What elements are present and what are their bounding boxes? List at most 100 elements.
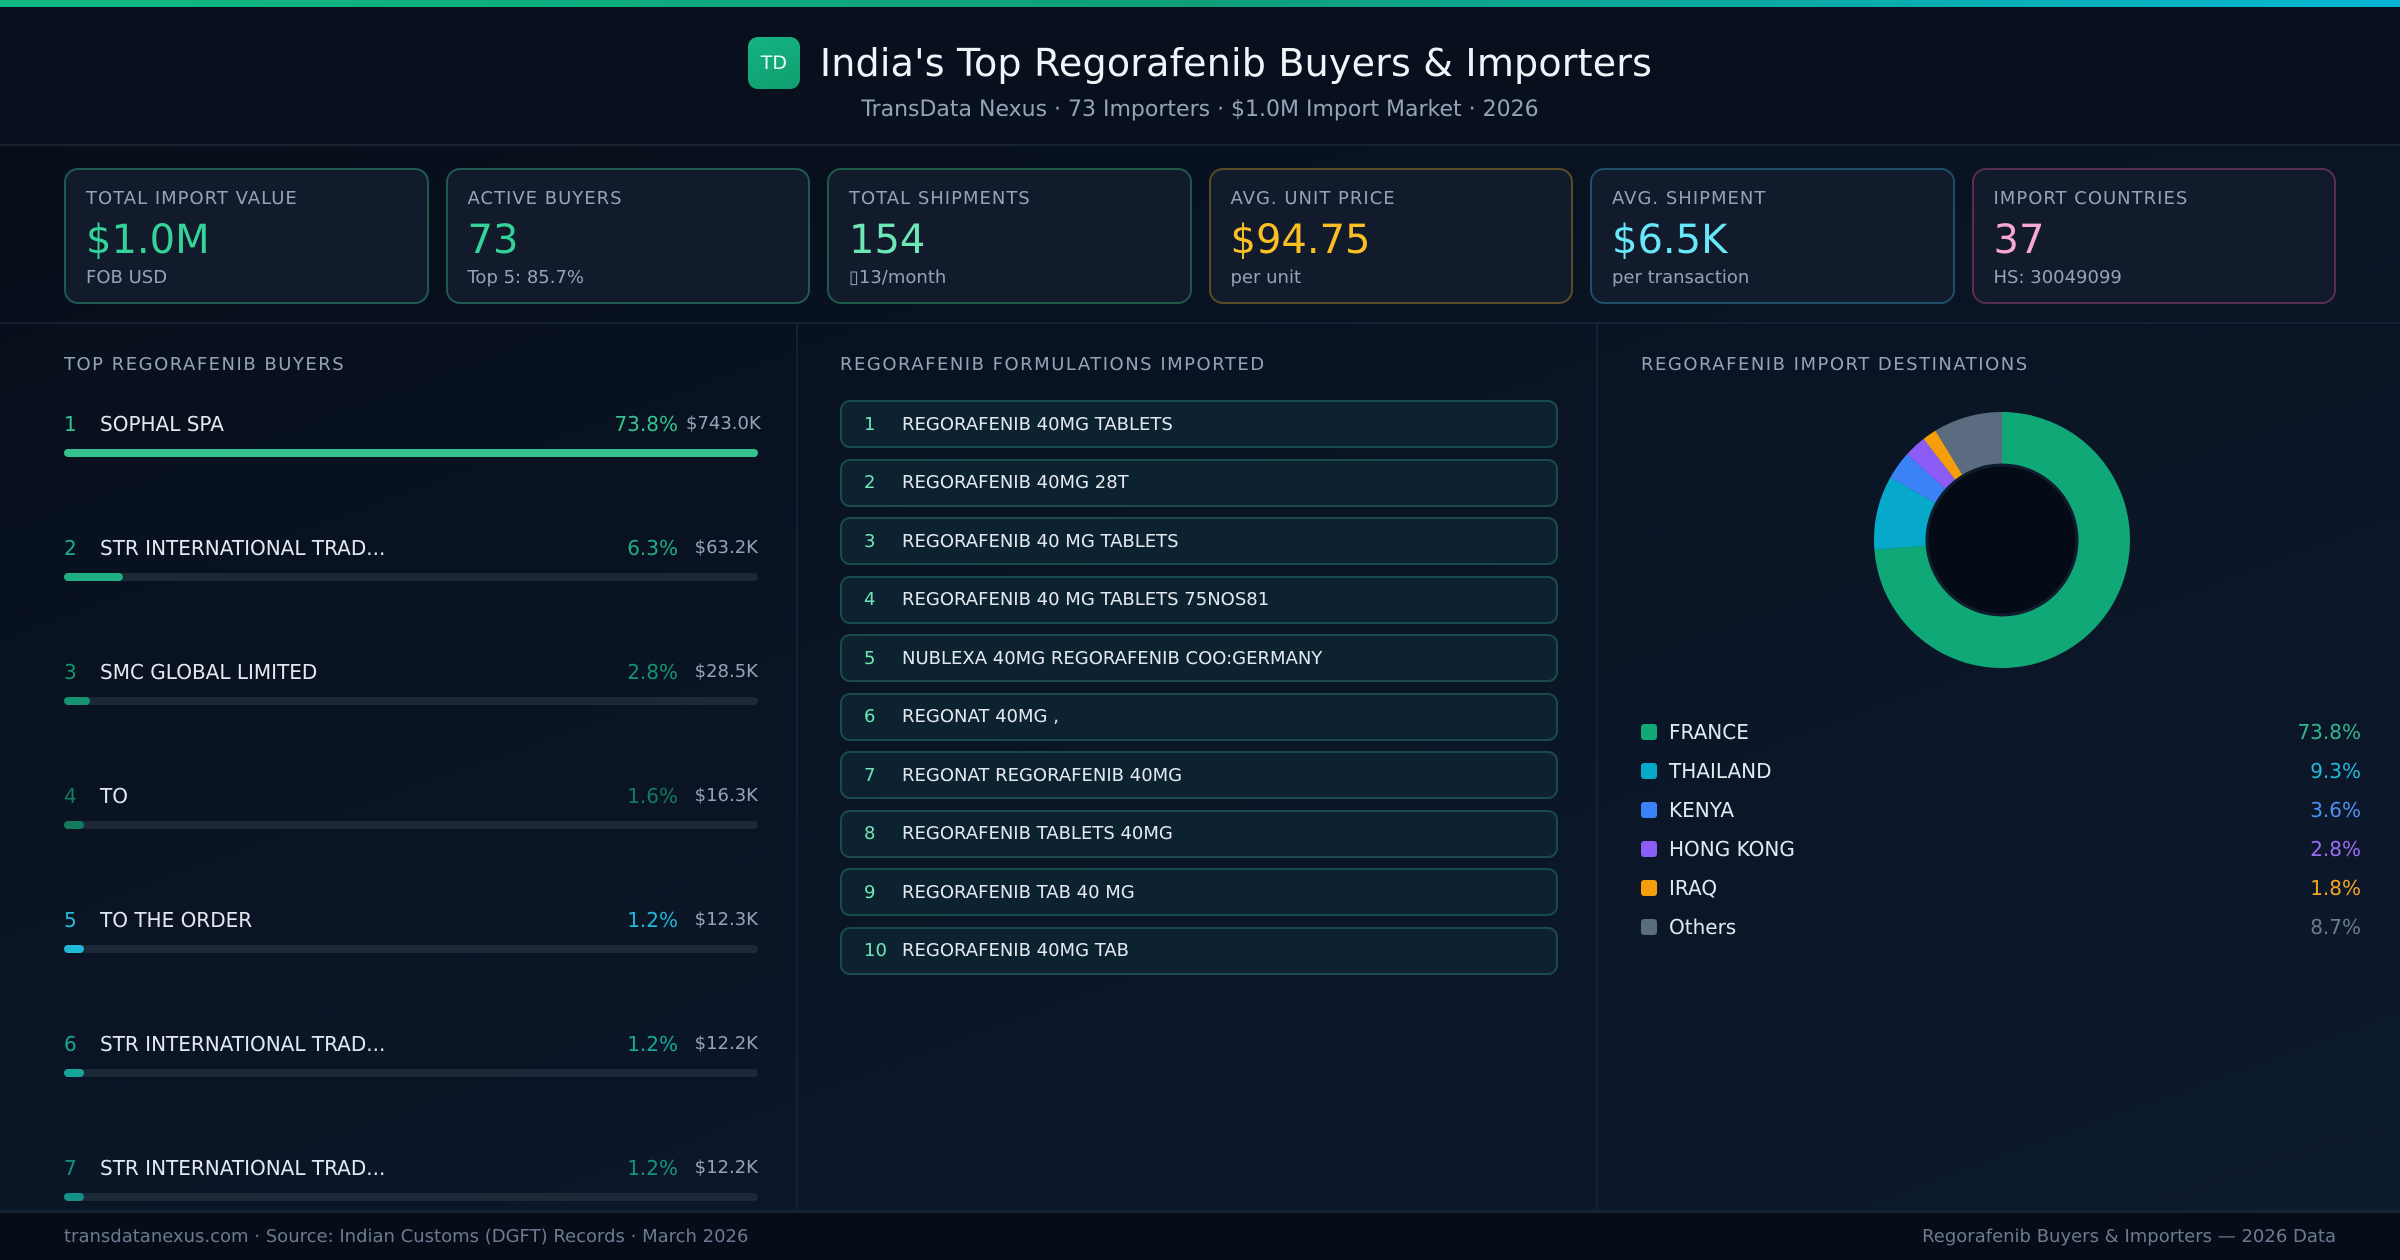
- legend-country: THAILAND: [1669, 758, 1772, 783]
- destinations-donut-chart: [1872, 410, 2132, 670]
- buyer-name: STR INTERNATIONAL TRAD...: [100, 1032, 386, 1056]
- legend-item[interactable]: KENYA 3.6%: [1641, 790, 2361, 829]
- formulation-item[interactable]: 5 NUBLEXA 40MG REGORAFENIB COO:GERMANY: [840, 634, 1558, 682]
- formulation-name: REGORAFENIB 40MG 28T: [902, 472, 1129, 493]
- buyer-name: SOPHAL SPA: [100, 412, 224, 436]
- buyer-share-bar: [64, 1069, 758, 1077]
- legend-item[interactable]: Others 8.7%: [1641, 907, 2361, 946]
- legend-swatch-icon: [1641, 723, 1657, 740]
- buyer-name: TO THE ORDER: [100, 908, 253, 932]
- buyer-share-bar-fill: [64, 1069, 85, 1077]
- formulation-name: REGONAT REGORAFENIB 40MG: [902, 764, 1183, 786]
- legend-share: 1.8%: [2310, 875, 2361, 900]
- buyer-row[interactable]: 1 SOPHAL SPA 73.8% $743.0K: [64, 412, 761, 472]
- legend-swatch-icon: [1641, 762, 1657, 779]
- destinations-legend: FRANCE 73.8% THAILAND 9.3% KENYA 3.6% HONG KON…: [1641, 712, 2361, 946]
- formulation-item[interactable]: 6 REGONAT 40MG ,: [840, 692, 1558, 741]
- buyer-rank: 3: [64, 660, 77, 684]
- donut-slice-kenya[interactable]: [1890, 454, 1947, 504]
- kpi-active-buyers: ACTIVE BUYERS 73 Top 5: 85.7%: [445, 168, 810, 304]
- buyer-name: TO: [100, 784, 128, 808]
- destinations-title: REGORAFENIB IMPORT DESTINATIONS: [1641, 354, 2029, 375]
- buyer-rank: 5: [64, 908, 77, 932]
- legend-item[interactable]: FRANCE 73.8%: [1641, 712, 2361, 751]
- buyer-rank: 4: [64, 784, 77, 808]
- buyer-value: $63.2K: [694, 537, 758, 558]
- buyer-share-bar: [64, 821, 758, 829]
- kpi-sub: Top 5: 85.7%: [467, 267, 585, 288]
- buyer-name: STR INTERNATIONAL TRAD...: [100, 1156, 386, 1180]
- formulation-name: REGORAFENIB 40MG TAB: [902, 940, 1130, 961]
- kpi-value: $6.5K: [1612, 217, 1728, 263]
- formulation-item[interactable]: 3 REGORAFENIB 40 MG TABLETS: [840, 517, 1558, 565]
- kpi-label: AVG. UNIT PRICE: [1230, 188, 1396, 209]
- buyer-row[interactable]: 4 TO 1.6% $16.3K: [64, 784, 758, 844]
- formulation-item[interactable]: 10 REGORAFENIB 40MG TAB: [840, 926, 1558, 975]
- legend-item[interactable]: HONG KONG 2.8%: [1641, 829, 2361, 868]
- legend-country: IRAQ: [1669, 875, 1718, 900]
- kpi-value: 37: [1993, 217, 2045, 263]
- buyer-rank: 6: [64, 1032, 77, 1056]
- formulation-item[interactable]: 1 REGORAFENIB 40MG TABLETS: [840, 400, 1558, 448]
- buyer-share: 1.6%: [627, 784, 678, 808]
- buyer-row[interactable]: 5 TO THE ORDER 1.2% $12.3K: [64, 908, 758, 968]
- buyer-value: $743.0K: [686, 413, 761, 434]
- formulation-name: REGORAFENIB TAB 40 MG: [902, 881, 1135, 903]
- buyer-rank: 7: [64, 1156, 77, 1180]
- kpi-label: TOTAL IMPORT VALUE: [86, 188, 298, 209]
- formulation-rank: 5: [864, 647, 876, 669]
- buyer-row[interactable]: 7 STR INTERNATIONAL TRAD... 1.2% $12.2K: [64, 1156, 758, 1216]
- kpi-value: 73: [467, 217, 519, 263]
- buyer-share-bar-fill: [64, 697, 91, 705]
- legend-swatch-icon: [1641, 840, 1657, 857]
- kpi-import-countries: IMPORT COUNTRIES 37 HS: 30049099: [1971, 168, 2336, 304]
- buyer-value: $16.3K: [694, 785, 758, 806]
- donut-slice-others[interactable]: [1935, 412, 2002, 476]
- formulation-name: NUBLEXA 40MG REGORAFENIB COO:GERMANY: [902, 647, 1323, 669]
- kpi-sub: ▯13/month: [849, 267, 947, 288]
- buyer-share: 2.8%: [627, 660, 678, 684]
- kpi-sub: per unit: [1230, 267, 1302, 288]
- buyer-row[interactable]: 6 STR INTERNATIONAL TRAD... 1.2% $12.2K: [64, 1032, 758, 1092]
- kpi-avg-unit-price: AVG. UNIT PRICE $94.75 per unit: [1208, 168, 1573, 304]
- formulation-rank: 1: [864, 413, 876, 435]
- legend-country: FRANCE: [1669, 719, 1749, 744]
- kpi-label: IMPORT COUNTRIES: [1993, 188, 2189, 209]
- donut-slice-hong-kong[interactable]: [1907, 438, 1957, 490]
- donut-slice-thailand[interactable]: [1874, 477, 1937, 550]
- section-divider: [0, 322, 2400, 324]
- formulation-rank: 4: [864, 589, 876, 610]
- buyer-share-bar: [64, 1193, 758, 1201]
- buyer-value: $12.3K: [694, 909, 758, 930]
- kpi-total-import-value: TOTAL IMPORT VALUE $1.0M FOB USD: [64, 168, 429, 304]
- buyer-name: SMC GLOBAL LIMITED: [100, 660, 318, 684]
- formulation-item[interactable]: 2 REGORAFENIB 40MG 28T: [840, 458, 1558, 507]
- donut-slice-france[interactable]: [1874, 412, 2130, 668]
- buyer-row[interactable]: 3 SMC GLOBAL LIMITED 2.8% $28.5K: [64, 660, 758, 720]
- buyer-share-bar-fill: [64, 945, 85, 953]
- formulation-item[interactable]: 7 REGONAT REGORAFENIB 40MG: [840, 751, 1558, 799]
- page-subtitle: TransData Nexus · 73 Importers · $1.0M I…: [861, 97, 1539, 122]
- buyer-value: $12.2K: [694, 1157, 758, 1178]
- buyer-share-bar: [64, 449, 758, 457]
- buyer-row[interactable]: 2 STR INTERNATIONAL TRAD... 6.3% $63.2K: [64, 536, 758, 596]
- buyer-value: $12.2K: [694, 1033, 758, 1054]
- legend-item[interactable]: IRAQ 1.8%: [1641, 868, 2361, 907]
- kpi-value: $1.0M: [86, 217, 210, 263]
- legend-country: HONG KONG: [1669, 836, 1795, 861]
- kpi-label: TOTAL SHIPMENTS: [849, 188, 1031, 209]
- formulation-rank: 7: [864, 764, 876, 786]
- legend-share: 2.8%: [2310, 836, 2361, 861]
- formulation-name: REGORAFENIB TABLETS 40MG: [902, 823, 1173, 844]
- formulation-item[interactable]: 9 REGORAFENIB TAB 40 MG: [840, 868, 1558, 916]
- legend-item[interactable]: THAILAND 9.3%: [1641, 751, 2361, 790]
- formulation-item[interactable]: 8 REGORAFENIB TABLETS 40MG: [840, 809, 1558, 858]
- kpi-value: 154: [849, 217, 926, 263]
- formulation-rank: 6: [864, 706, 876, 727]
- kpi-total-shipments: TOTAL SHIPMENTS 154 ▯13/month: [827, 168, 1192, 304]
- formulation-item[interactable]: 4 REGORAFENIB 40 MG TABLETS 75NOS81: [840, 575, 1558, 624]
- donut-slice-iraq[interactable]: [1923, 430, 1964, 481]
- buyer-share: 1.2%: [627, 1156, 678, 1180]
- buyer-rank: 2: [64, 536, 77, 560]
- page-footer: transdatanexus.com · Source: Indian Cust…: [0, 1210, 2400, 1260]
